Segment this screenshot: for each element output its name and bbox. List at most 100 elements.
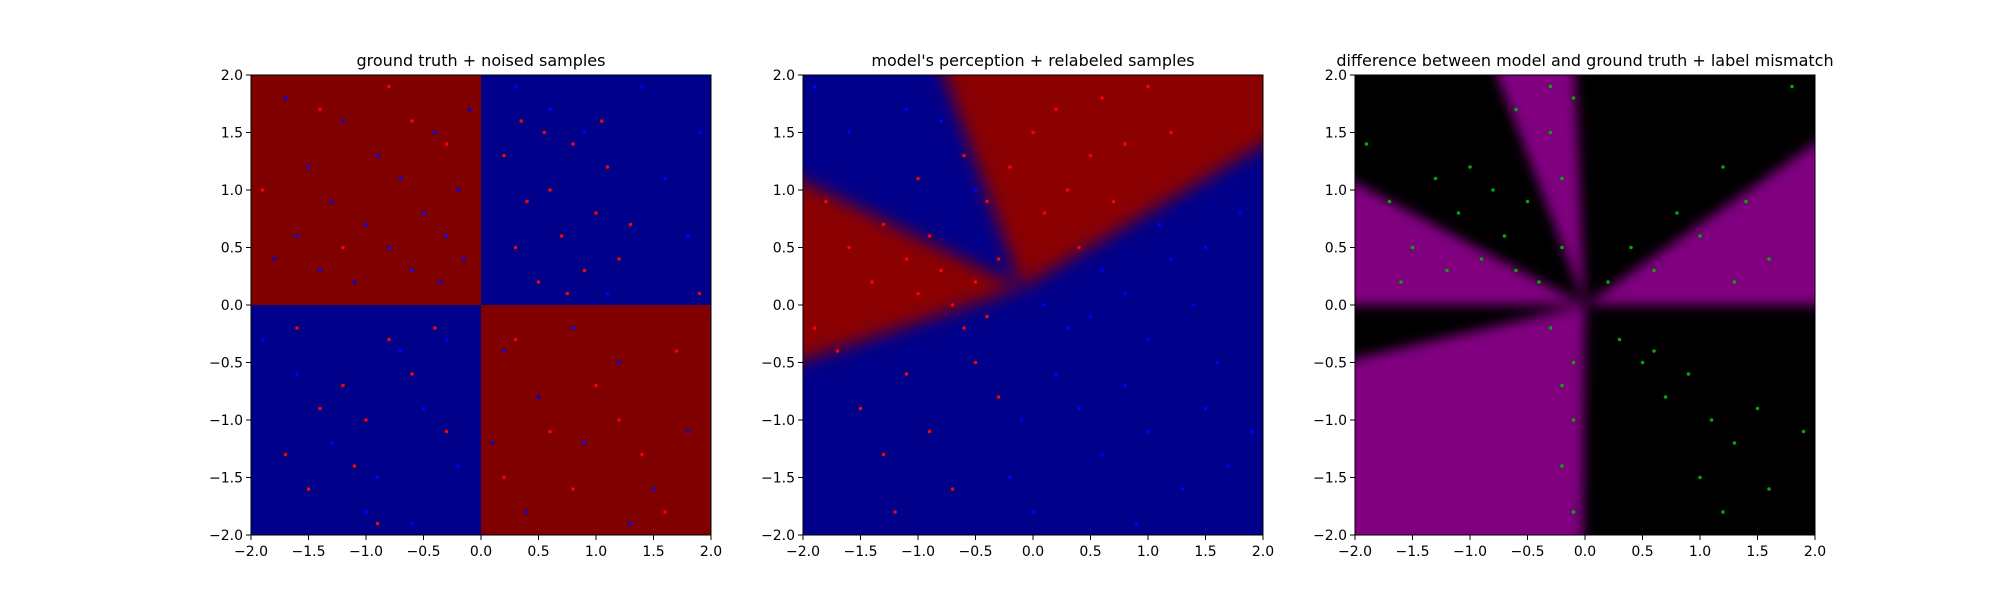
y-tick-label: 1.0 xyxy=(773,183,795,199)
sample-point xyxy=(513,84,518,89)
sample-point xyxy=(444,142,449,146)
sample-point xyxy=(542,130,547,135)
x-tick-label: −0.5 xyxy=(959,544,993,560)
sample-point xyxy=(1077,406,1081,411)
x-tick-label: 0.5 xyxy=(527,544,549,560)
sample-point xyxy=(663,176,667,181)
sample-point xyxy=(812,84,817,89)
panel-ground-truth: ground truth + noised samples −2.0 −1.5 −1… xyxy=(209,51,722,560)
sample-point xyxy=(490,441,495,445)
sample-point xyxy=(1065,326,1070,330)
sample-point xyxy=(1502,234,1507,238)
sample-point xyxy=(1767,257,1771,261)
sample-point xyxy=(605,291,610,296)
sample-point xyxy=(1238,211,1242,215)
sample-point xyxy=(502,475,506,480)
sample-point xyxy=(571,487,575,491)
sample-point xyxy=(1801,429,1806,434)
sample-point xyxy=(847,130,851,135)
panel-1-background xyxy=(251,75,711,535)
panel-1-title: ground truth + noised samples xyxy=(357,51,606,70)
sample-point xyxy=(1663,395,1668,399)
panel-3-samples xyxy=(1364,84,1806,514)
y-tick-label: 1.5 xyxy=(773,126,795,142)
panel-difference: difference between model and ground trut… xyxy=(1313,51,1834,560)
sample-point xyxy=(1560,245,1564,250)
sample-point xyxy=(927,429,932,434)
sample-point xyxy=(1560,383,1564,388)
y-tick-label: 0.0 xyxy=(1325,298,1347,314)
panel-1-samples xyxy=(260,84,702,526)
red-region-upper xyxy=(944,75,1263,288)
sample-point xyxy=(444,234,449,238)
y-tick-label: 2.0 xyxy=(773,68,795,84)
sample-point xyxy=(352,280,357,284)
sample-point xyxy=(1525,199,1530,204)
sample-point xyxy=(1042,211,1047,215)
sample-point xyxy=(1100,96,1104,100)
sample-point xyxy=(1468,165,1472,169)
panel-1-plot-area xyxy=(251,75,711,535)
sample-point xyxy=(686,234,690,238)
y-tick-label: 0.0 xyxy=(773,298,795,314)
y-tick-label: −0.5 xyxy=(761,356,795,372)
sample-point xyxy=(1088,153,1093,158)
x-tick-label: 1.5 xyxy=(642,544,664,560)
y-tick-label: −1.5 xyxy=(1313,471,1347,487)
x-tick-label: −0.5 xyxy=(1511,544,1545,560)
sample-point xyxy=(927,234,932,238)
sample-point xyxy=(1100,268,1104,273)
sample-point xyxy=(1226,464,1231,468)
panel-2-background xyxy=(803,75,1263,535)
sample-point xyxy=(364,222,368,227)
sample-point xyxy=(1008,475,1012,480)
sample-point xyxy=(973,188,978,192)
sample-point xyxy=(962,153,966,158)
sample-point xyxy=(306,487,311,491)
panel-3-title: difference between model and ground trut… xyxy=(1336,51,1833,70)
y-tick-label: 2.0 xyxy=(1325,68,1347,84)
sample-point xyxy=(1686,372,1691,376)
sample-point xyxy=(519,119,524,123)
sample-point xyxy=(1146,337,1150,342)
sample-point xyxy=(663,510,667,514)
x-tick-label: −1.0 xyxy=(901,544,935,560)
sample-point xyxy=(502,153,506,158)
sample-point xyxy=(513,337,518,342)
sample-point xyxy=(1111,199,1116,204)
sample-point xyxy=(1100,452,1104,457)
sample-point xyxy=(985,314,989,319)
sample-point xyxy=(1548,84,1553,89)
sample-point xyxy=(1548,326,1553,330)
sample-point xyxy=(1203,245,1208,250)
sample-point xyxy=(835,349,840,353)
panel-3-background xyxy=(1355,75,1815,535)
sample-point xyxy=(628,222,633,227)
sample-point xyxy=(950,487,955,491)
sample-point xyxy=(1203,406,1208,411)
sample-point xyxy=(1790,84,1794,89)
sample-point xyxy=(904,107,909,112)
sample-point xyxy=(904,257,909,261)
sample-point xyxy=(1732,441,1737,445)
x-tick-label: −1.5 xyxy=(292,544,326,560)
y-tick-label: −1.0 xyxy=(1313,413,1347,429)
sample-point xyxy=(398,176,403,181)
sample-point xyxy=(295,326,299,330)
sample-point xyxy=(375,153,380,158)
sample-point xyxy=(410,521,414,526)
sample-point xyxy=(640,84,644,89)
sample-point xyxy=(904,372,909,376)
sample-point xyxy=(410,372,414,376)
x-tick-label: 1.0 xyxy=(1137,544,1159,560)
sample-point xyxy=(1123,142,1127,146)
y-tick-label: 1.0 xyxy=(1325,183,1347,199)
x-tick-label: 0.0 xyxy=(1022,544,1044,560)
x-tick-label: 1.5 xyxy=(1746,544,1768,560)
y-tick-label: −2.0 xyxy=(1313,528,1347,544)
x-tick-label: 0.5 xyxy=(1631,544,1653,560)
sample-point xyxy=(1640,360,1645,365)
sample-point xyxy=(571,142,575,146)
sample-point xyxy=(594,383,598,388)
